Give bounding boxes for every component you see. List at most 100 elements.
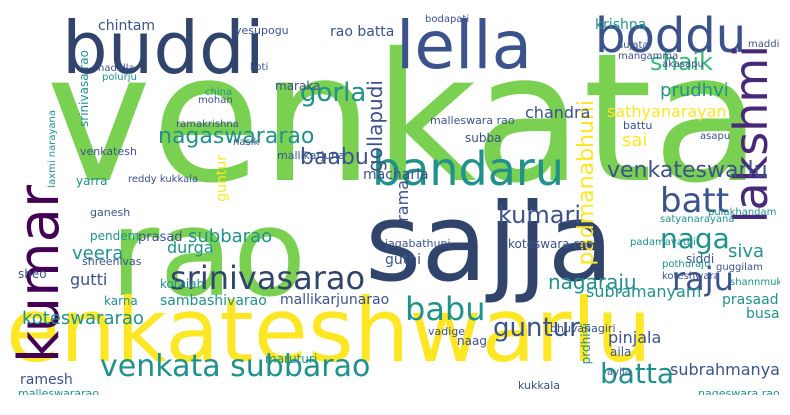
word-prasad: prasad	[138, 230, 183, 245]
word-yesupogu: yesupogu	[235, 24, 289, 37]
word-sathyanarayan: sathyanarayan	[607, 102, 727, 121]
word-nageswara-rao: nageswara rao	[698, 387, 780, 395]
word-boddu: boddu	[595, 10, 747, 64]
word-cloud: venkata rao sajja enkateshwarlu buddi le…	[10, 10, 780, 395]
word-raju: raju	[672, 260, 734, 298]
word-allaka: mohan	[198, 95, 233, 106]
word-bala: koti	[250, 62, 269, 73]
word-mallikarjunarao: mallikarjunarao	[280, 292, 390, 308]
word-siddi: siddi	[686, 252, 715, 266]
word-kalepu: guggilam	[716, 262, 763, 273]
word-pulakhandam: pulakhandam	[708, 207, 777, 218]
word-jagabathuni: jagabathuni	[385, 237, 451, 250]
word-chandra: chandra	[525, 103, 591, 122]
word-bhuvanagiri: bhuvanagiri	[550, 322, 616, 335]
word-akasapu: akasapu	[662, 59, 704, 70]
word-sai: sai	[622, 130, 648, 151]
word-karna: karna	[104, 294, 138, 308]
word-maddi: ramakrishna	[176, 119, 239, 130]
word-enkateshwarlu: enkateshwarlu	[10, 279, 652, 382]
word-baburao: mangamma	[618, 51, 679, 62]
word-lakshmi: lakshmi	[724, 45, 778, 224]
word-venkatesh: venkatesh	[80, 145, 137, 158]
word-rama: rama	[393, 180, 412, 222]
word-satyanarayana: satyanarayana	[660, 214, 735, 225]
word-sheo: sheo	[18, 267, 47, 281]
word-gorla: gorla	[300, 78, 367, 108]
word-lella: lella	[396, 10, 533, 84]
word-pamujula: koteshwara	[662, 271, 720, 282]
word-ganesh: ganesh	[90, 206, 131, 219]
word-maruturi: maruturi	[265, 352, 318, 366]
word-pendem: pendem	[90, 229, 140, 243]
word-subrahmanyam: subrahmanyam	[670, 360, 780, 379]
word-venkata: venkata	[46, 15, 762, 222]
word-srinivasarao: srinivasarao	[170, 259, 366, 297]
word-babu: babu	[405, 290, 486, 328]
word-ramakrishna: reddy kukkala	[128, 174, 199, 185]
word-koteswara-rao: koteswara rao	[508, 237, 594, 251]
word-shaik: shaik	[650, 48, 713, 76]
word-malleswararao: malleswararao	[18, 387, 100, 395]
word-baabu: baabu	[300, 145, 369, 170]
word-subbarao: subbarao	[188, 226, 273, 247]
word-padamavathi: padamavathi	[630, 237, 696, 248]
word-mallikarjuna: mallikarjuna	[277, 149, 345, 162]
word-subba: subba	[465, 131, 502, 145]
word-busam: busam	[746, 306, 780, 322]
word-durga: durga	[167, 238, 214, 257]
word-ramesh: ramesh	[20, 372, 73, 388]
word-yarra: yarra	[76, 174, 108, 188]
word-nagaswararao: nagaswararao	[158, 124, 315, 149]
word-asapu: maddi	[748, 39, 780, 50]
word-sajja: sajja	[365, 181, 614, 306]
word-koteswararao: koteswararao	[22, 308, 144, 329]
word-aila: aila	[610, 345, 632, 359]
word-batt: batt	[660, 181, 730, 221]
word-veera: veera	[72, 243, 124, 264]
word-chintam: chintam	[98, 18, 156, 34]
word-china: nadella	[98, 63, 135, 74]
word-maraka: maraka	[275, 79, 321, 93]
word-prudhvi: prudhvi	[660, 80, 729, 101]
word-venkata-ramana: laxmi narayana	[47, 110, 58, 188]
word-krishna: krishna	[595, 17, 647, 33]
word-subramanyam: subramanyam	[586, 282, 702, 301]
word-kotaiah: kotaiah	[160, 277, 205, 291]
word-nasik: china	[205, 87, 233, 98]
word-koti: asapu	[700, 131, 731, 142]
word-dunna: ayila	[607, 367, 631, 378]
word-polurju: polurju	[102, 72, 137, 83]
word-sambashivarao: sambashivarao	[160, 293, 267, 309]
word-rao-batta: rao batta	[330, 24, 395, 40]
word-guntur-v: guntur	[214, 155, 230, 202]
word-kukkala: kukkala	[518, 379, 561, 392]
word-naag: naag	[457, 334, 487, 348]
word-naga: naga	[660, 222, 730, 255]
word-shannmukharao: shannmukharao	[730, 277, 780, 288]
word-sujata: sujata	[618, 40, 649, 51]
word-batta: batta	[600, 357, 675, 390]
word-parvathi: nasik	[233, 137, 260, 148]
word-srinivasa-rao: srinivasa rao	[77, 50, 91, 127]
word-bodapati: bodapati	[425, 14, 470, 25]
word-gutti: gutti	[70, 270, 108, 289]
word-bandaru: bandaru	[372, 142, 564, 196]
word-malleswara-rao: malleswara rao	[430, 114, 515, 127]
word-rao: rao	[110, 185, 307, 324]
word-guthi: guthi	[385, 252, 422, 268]
word-pothuraju: pothuraju	[662, 259, 711, 270]
word-vadige: vadige	[428, 325, 466, 338]
word-gollapudi: gollapudi	[363, 80, 387, 172]
word-siva: siva	[728, 241, 765, 262]
word-nagaraju: nagaraju	[548, 270, 637, 294]
word-buddi: buddi	[62, 10, 265, 90]
word-venkateswarlu: venkateswarlu	[607, 158, 768, 183]
word-venkata-subbarao: venkata subbarao	[100, 349, 371, 384]
word-kumari: kumari	[498, 201, 581, 229]
word-prasaad: prasaad	[722, 292, 779, 308]
word-shreenivas: shreenivas	[82, 255, 142, 268]
word-pinjala: pinjala	[608, 328, 662, 347]
word-battu: battu	[623, 119, 653, 132]
word-macharla: macharla	[363, 167, 429, 183]
